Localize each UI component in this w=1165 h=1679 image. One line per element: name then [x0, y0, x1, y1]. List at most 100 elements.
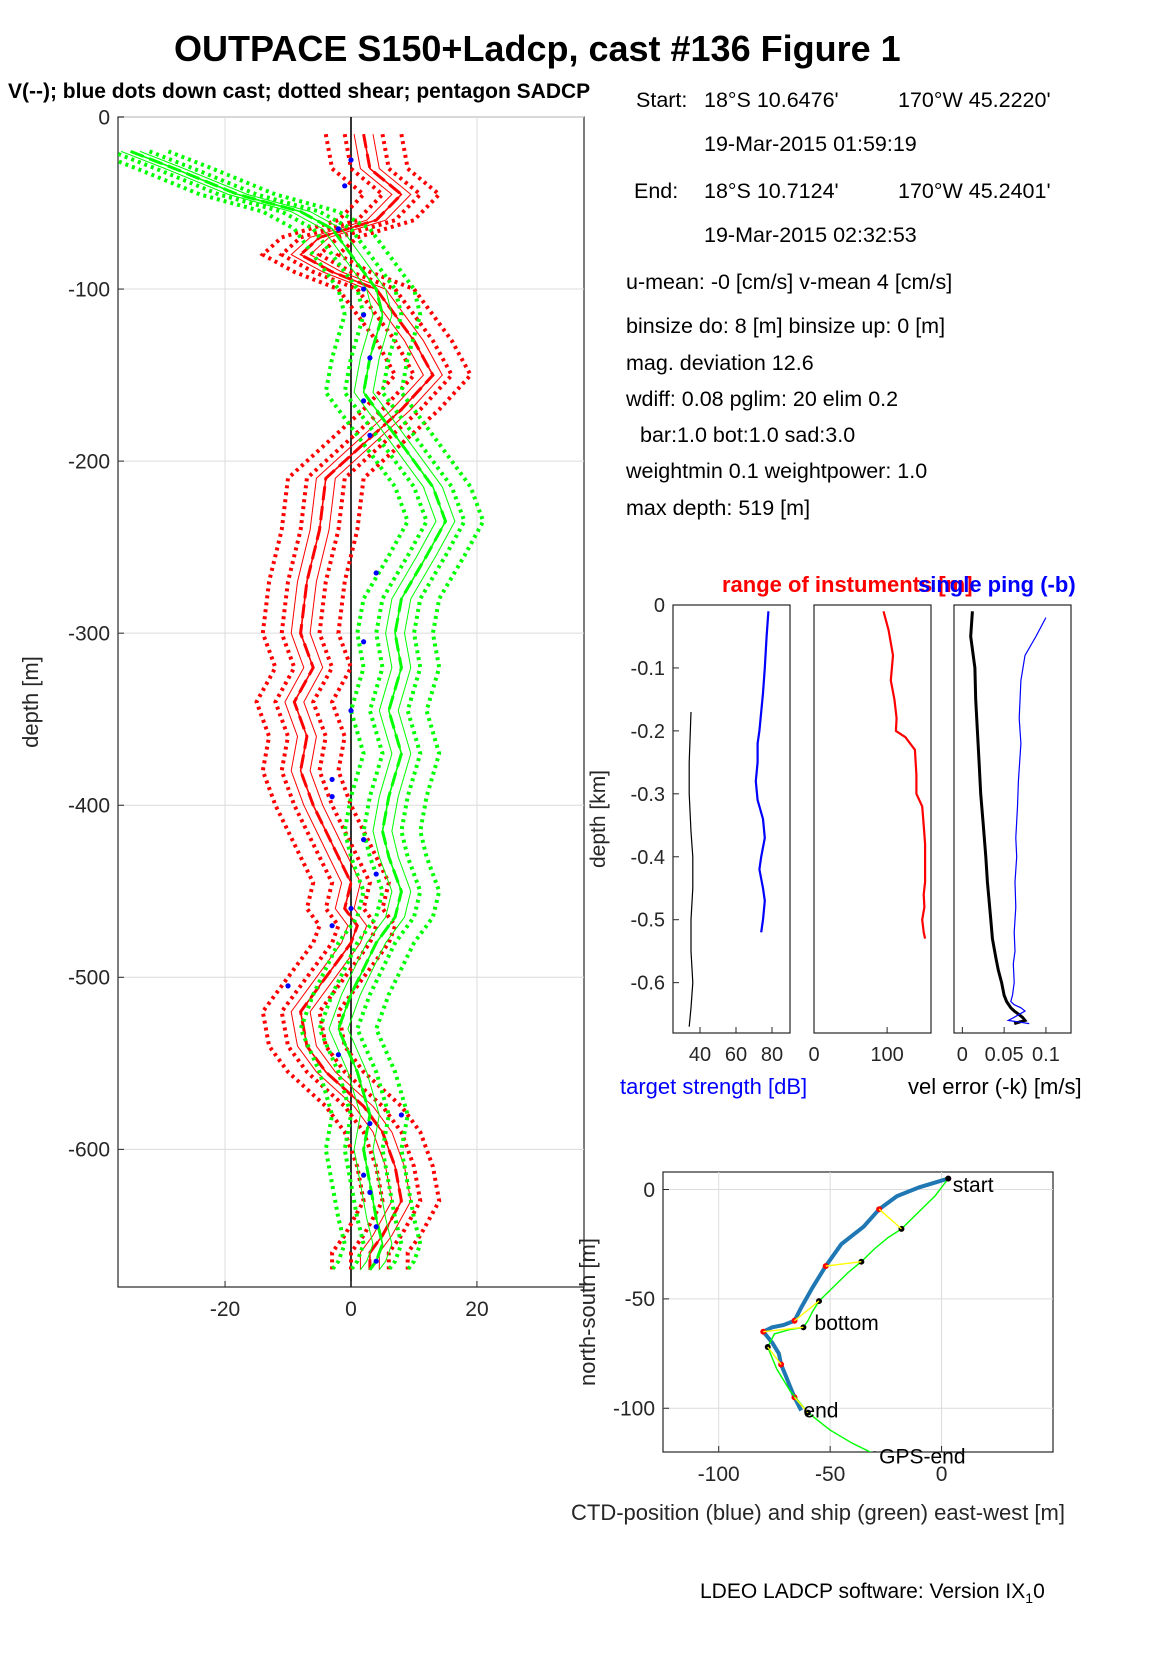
- data-point: [360, 1172, 367, 1178]
- figure-title: OUTPACE S150+Ladcp, cast #136 Figure 1: [174, 28, 901, 69]
- data-point: [348, 905, 354, 912]
- track-connector: [878, 1208, 902, 1230]
- y-tick-label: 0: [98, 106, 110, 129]
- track-connector: [793, 1396, 809, 1414]
- y-tick-label: 0: [654, 595, 665, 617]
- y-tick-label: -0.1: [631, 658, 665, 680]
- track-connector: [767, 1346, 782, 1365]
- x-tick-label: 80: [761, 1044, 783, 1066]
- profile-line: [882, 611, 927, 939]
- data-point: [373, 1258, 379, 1264]
- data-point: [329, 776, 335, 783]
- data-point: [348, 157, 354, 163]
- velocity-error-axes: 0 0.05 0.1: [953, 604, 1072, 1066]
- x-tick-label: 20: [465, 1298, 488, 1321]
- footer-text: LDEO LADCP software: Version IX10: [700, 1580, 1045, 1606]
- x-tick-label: 0: [345, 1298, 357, 1321]
- position-annotation: GPS-end: [879, 1445, 965, 1468]
- data-point: [373, 1224, 379, 1230]
- bin-size: binsize do: 8 [m] binsize up: 0 [m]: [626, 314, 946, 338]
- y-axis-label: depth [m]: [18, 656, 43, 748]
- data-point: [367, 1120, 373, 1127]
- end-label: End:: [634, 179, 679, 203]
- footer-sub: 1: [1025, 1590, 1034, 1607]
- data-point: [329, 923, 335, 929]
- data-point: [373, 570, 379, 576]
- small-panels-title-red: range of instuments [m]: [722, 572, 973, 597]
- plot-frame: [953, 604, 1072, 1034]
- data-point: [360, 837, 367, 843]
- data-point: [367, 432, 373, 438]
- shear-profile-dotted: [254, 133, 398, 1270]
- x-tick-label: 0: [808, 1044, 819, 1066]
- y-tick-label: -100: [613, 1398, 655, 1421]
- track-connector: [763, 1326, 804, 1333]
- x-tick-label: 0: [957, 1044, 968, 1066]
- y-tick-label: -0.5: [631, 910, 665, 932]
- profile-line: [754, 611, 770, 933]
- x-tick-label: 0.05: [985, 1044, 1024, 1066]
- bar-params: bar:1.0 bot:1.0 sad:3.0: [640, 423, 856, 447]
- data-point: [398, 1112, 404, 1118]
- data-point: [285, 983, 291, 989]
- velocity-profile-thin: [284, 134, 425, 1270]
- footer-end: 0: [1033, 1580, 1045, 1603]
- velocity-error-xlabel: vel error (-k) [m/s]: [908, 1074, 1082, 1099]
- velocity-profile-thin: [139, 150, 456, 1271]
- wdiff-params: wdiff: 0.08 pglim: 20 elim 0.2: [626, 387, 899, 411]
- end-longitude: 170°W 45.2401': [898, 179, 1051, 203]
- y-tick-label: 0: [643, 1179, 655, 1202]
- x-tick-label: 40: [689, 1044, 711, 1066]
- data-point: [367, 355, 373, 361]
- data-point: [342, 183, 348, 189]
- target-strength-xlabel: target strength [dB]: [620, 1074, 808, 1099]
- x-tick-label: 100: [870, 1044, 903, 1066]
- data-point: [360, 398, 367, 404]
- velocity-profile-thin: [120, 150, 437, 1271]
- figure-subtitle: V(--); blue dots down cast; dotted shear…: [8, 80, 591, 103]
- x-tick-label: 0.1: [1032, 1044, 1060, 1066]
- start-latitude: 18°S 10.6476': [704, 88, 839, 112]
- x-tick-label: 0: [936, 1463, 948, 1486]
- data-point: [373, 871, 379, 877]
- position-axes: -100 -50 0 0 -50 -100 north-south [m] CTD-posit…: [571, 1171, 1065, 1525]
- shear-profile-dotted: [311, 133, 455, 1270]
- series-group: [118, 133, 486, 1271]
- data-point: [360, 312, 367, 318]
- end-time: 19-Mar-2015 02:32:53: [704, 223, 917, 247]
- series-group: [688, 611, 770, 1027]
- start-label: Start:: [636, 88, 688, 112]
- plot-frame: [813, 604, 932, 1034]
- start-longitude: 170°W 45.2220': [898, 88, 1051, 112]
- data-point: [335, 1052, 342, 1058]
- track-connector: [794, 1300, 820, 1322]
- series-group: [882, 611, 927, 939]
- max-depth: max depth: 519 [m]: [626, 496, 811, 520]
- position-annotation: end: [803, 1399, 838, 1422]
- position-annotation: bottom: [815, 1312, 879, 1335]
- x-axis-label: CTD-position (blue) and ship (green) eas…: [571, 1500, 1065, 1525]
- shear-profile-dotted: [273, 133, 417, 1270]
- data-point: [335, 226, 342, 232]
- y-tick-label: -300: [68, 623, 110, 646]
- small-panels-title-blue: single ping (-b): [918, 572, 1076, 597]
- y-tick-label: -100: [68, 278, 110, 301]
- x-tick-label: -50: [815, 1463, 845, 1486]
- y-tick-label: -0.6: [631, 973, 665, 995]
- data-point: [329, 794, 335, 800]
- y-tick-label: -600: [68, 1139, 110, 1162]
- start-time: 19-Mar-2015 01:59:19: [704, 132, 917, 156]
- series-group: [969, 611, 1047, 1026]
- footer-main: LDEO LADCP software: Version IX: [700, 1580, 1026, 1603]
- x-tick-label: -20: [210, 1298, 240, 1321]
- profile-line: [969, 611, 1028, 1026]
- y-tick-label: -50: [625, 1288, 655, 1311]
- track-marker: [872, 1451, 877, 1452]
- y-tick-label: -0.4: [631, 847, 665, 869]
- end-latitude: 18°S 10.7124': [704, 179, 839, 203]
- profile-line: [1006, 617, 1047, 1025]
- track-marker: [945, 1175, 952, 1182]
- mean-velocity: u-mean: -0 [cm/s] v-mean 4 [cm/s]: [626, 270, 953, 294]
- data-point: [360, 639, 367, 645]
- data-point: [360, 286, 367, 292]
